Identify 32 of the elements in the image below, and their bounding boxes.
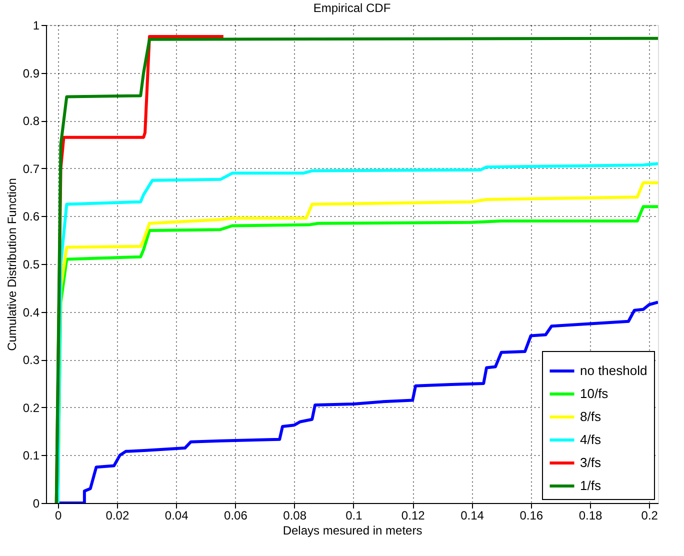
legend-label: 3/fs	[580, 455, 602, 470]
x-tick-label: 0.06	[224, 508, 248, 522]
y-tick-label: 0.1	[22, 448, 40, 463]
y-tick-label: 0.4	[22, 305, 40, 320]
x-tick-label: 0.16	[520, 508, 544, 522]
y-tick-label: 0.7	[22, 162, 40, 176]
x-tick-label: 0.14	[460, 508, 484, 522]
y-axis-title: Cumulative Distribution Function	[4, 178, 19, 351]
y-tick-label: 0.3	[22, 353, 40, 368]
line-series	[54, 36, 658, 503]
y-tick-label: 0.5	[22, 258, 40, 272]
chart-title: Empirical CDF	[313, 1, 391, 15]
y-tick-label: 1	[32, 18, 40, 32]
y-tick-label: 0	[32, 496, 40, 510]
y-tick-label: 0.8	[22, 114, 40, 128]
x-tick-label: 0.2	[641, 508, 658, 522]
legend-label: 1/fs	[580, 478, 602, 493]
x-tick-label: 0.18	[578, 508, 602, 522]
x-tick-label: 0.1	[346, 508, 363, 522]
x-tick-label: 0.04	[164, 508, 189, 522]
legend-label: 10/fs	[580, 386, 609, 401]
legend-label: no theshold	[580, 363, 648, 378]
y-tick-label: 0.6	[22, 210, 40, 224]
legend-label: 8/fs	[580, 409, 602, 424]
legend-label: 4/fs	[580, 432, 602, 447]
y-tick-label: 0.2	[22, 400, 40, 415]
x-tick-label: 0	[54, 508, 62, 522]
x-tick-label: 0.12	[401, 508, 426, 522]
x-tick-label: 0.08	[283, 508, 307, 522]
x-axis-title: Delays mesured in meters	[282, 524, 422, 538]
y-tick-label: 0.9	[22, 66, 40, 80]
x-tick-label: 0.02	[106, 508, 130, 522]
